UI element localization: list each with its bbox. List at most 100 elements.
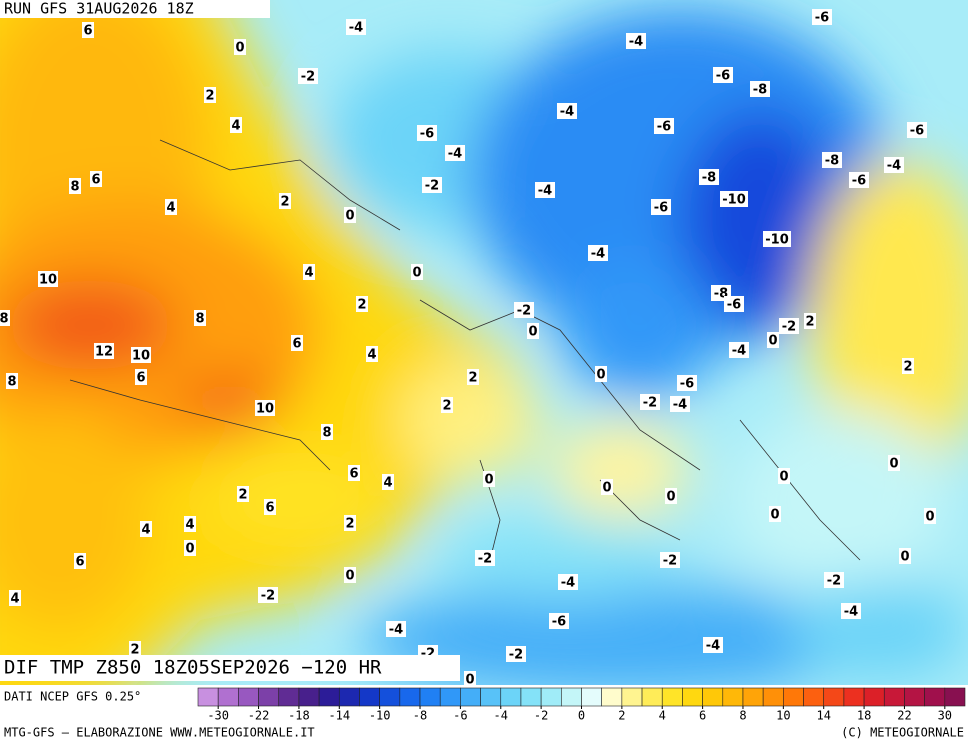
contour-label-bg — [724, 296, 744, 312]
colorbar-tick-label: 10 — [776, 709, 790, 723]
contour-label-bg — [665, 488, 677, 504]
colorbar-swatch — [742, 687, 764, 707]
colorbar-swatch — [500, 687, 522, 707]
contour-label: 2 — [357, 298, 366, 313]
contour-label: 6 — [83, 24, 92, 39]
contour-label-bg — [888, 455, 900, 471]
contour-label-bg — [640, 394, 660, 410]
contour-label: 2 — [238, 488, 247, 503]
contour-label-bg — [9, 590, 21, 606]
contour-label-bg — [94, 343, 114, 359]
contour-label: 6 — [292, 337, 301, 352]
colorbar-tick-label: -14 — [328, 709, 350, 723]
colorbar-swatch — [904, 687, 925, 707]
colorbar-tick-label: 8 — [739, 709, 746, 723]
colorbar-swatch — [803, 687, 825, 707]
contour-label-bg — [769, 506, 781, 522]
colorbar-tick-label: 18 — [857, 709, 871, 723]
contour-label: 6 — [91, 173, 100, 188]
contour-label: -6 — [657, 120, 671, 135]
contour-label: -4 — [844, 605, 858, 620]
contour-label: 0 — [770, 508, 779, 523]
contour-label-bg — [467, 369, 479, 385]
colorbar-swatch — [258, 687, 280, 707]
contour-label-bg — [140, 521, 152, 537]
footer-right: (C) METEOGIORNALE — [841, 726, 964, 740]
colorbar-swatch — [399, 687, 421, 707]
contour-label-bg — [234, 39, 246, 55]
colorbar-swatch — [379, 687, 401, 707]
contour-label-bg — [824, 572, 844, 588]
colorbar-swatch — [238, 687, 259, 707]
contour-label-bg — [279, 193, 291, 209]
contour-label-bg — [417, 125, 437, 141]
contour-label-bg — [660, 552, 680, 568]
contour-label-bg — [422, 177, 442, 193]
contour-label: 0 — [900, 550, 909, 565]
contour-label: 0 — [602, 481, 611, 496]
contour-label-bg — [90, 171, 102, 187]
colorbar-tick-label: -4 — [494, 709, 508, 723]
contour-label-bg — [344, 207, 356, 223]
run-box — [0, 0, 270, 18]
contour-label: -10 — [765, 233, 789, 248]
colorbar-tick-label: 4 — [659, 709, 666, 723]
contour-label-bg — [165, 199, 177, 215]
contour-label: 4 — [185, 518, 194, 533]
contour-label-bg — [677, 375, 697, 391]
contour-label: -2 — [517, 304, 531, 319]
colorbar-tick-label: 30 — [938, 709, 952, 723]
contour-label-bg — [321, 424, 333, 440]
contour-label: 8 — [7, 375, 16, 390]
contour-label: 12 — [95, 345, 113, 360]
run-label: RUN GFS 31AUG2026 18Z — [4, 0, 194, 18]
contour-label: -2 — [782, 320, 796, 335]
contour-label: -4 — [591, 247, 605, 262]
colorbar-swatch — [298, 687, 320, 707]
contour-label-bg — [763, 231, 791, 247]
colorbar-swatch — [843, 687, 865, 707]
contour-label-bg — [382, 474, 394, 490]
contour-label: 2 — [130, 643, 139, 658]
coastline — [69, 139, 861, 561]
colorbar-swatch — [561, 687, 582, 707]
contour-label-bg — [356, 296, 368, 312]
colorbar-swatch — [823, 687, 845, 707]
contour-label: 10 — [39, 273, 57, 288]
contour-label-bg — [74, 553, 86, 569]
contour-label: -6 — [852, 174, 866, 189]
colorbar-swatch — [762, 687, 784, 707]
contour-label: -2 — [643, 396, 657, 411]
contour-label: -6 — [815, 11, 829, 26]
contour-label-bg — [0, 310, 10, 326]
contour-label: 0 — [465, 673, 474, 688]
contour-label-bg — [902, 358, 914, 374]
contour-label-bg — [386, 621, 406, 637]
contour-label-bg — [549, 613, 569, 629]
colorbar-swatch — [601, 687, 623, 707]
colorbar-swatch — [783, 687, 804, 707]
contour-label: 0 — [925, 510, 934, 525]
contour-label: -6 — [910, 124, 924, 139]
contour-label-bg — [483, 471, 495, 487]
colorbar-swatch — [581, 687, 602, 707]
contour-label-bg — [670, 396, 690, 412]
contour-label-bg — [626, 33, 646, 49]
colorbar-swatch — [863, 687, 885, 707]
contour-label-bg — [135, 369, 147, 385]
colorbar-swatch — [702, 687, 724, 707]
contour-label: 2 — [205, 89, 214, 104]
contour-label-bg — [557, 103, 577, 119]
colorbar-tick-label: -18 — [288, 709, 310, 723]
contour-label: -10 — [722, 193, 746, 208]
contour-label: 10 — [256, 402, 274, 417]
colorbar-swatch — [883, 687, 905, 707]
contour-label: -4 — [561, 576, 575, 591]
contour-label-bg — [506, 646, 526, 662]
colorbar-tick-label: 14 — [816, 709, 830, 723]
contour-label: -2 — [827, 574, 841, 589]
contour-label: 6 — [136, 371, 145, 386]
contour-label: 4 — [166, 201, 175, 216]
contour-label: -6 — [552, 615, 566, 630]
contour-label: -8 — [753, 83, 767, 98]
